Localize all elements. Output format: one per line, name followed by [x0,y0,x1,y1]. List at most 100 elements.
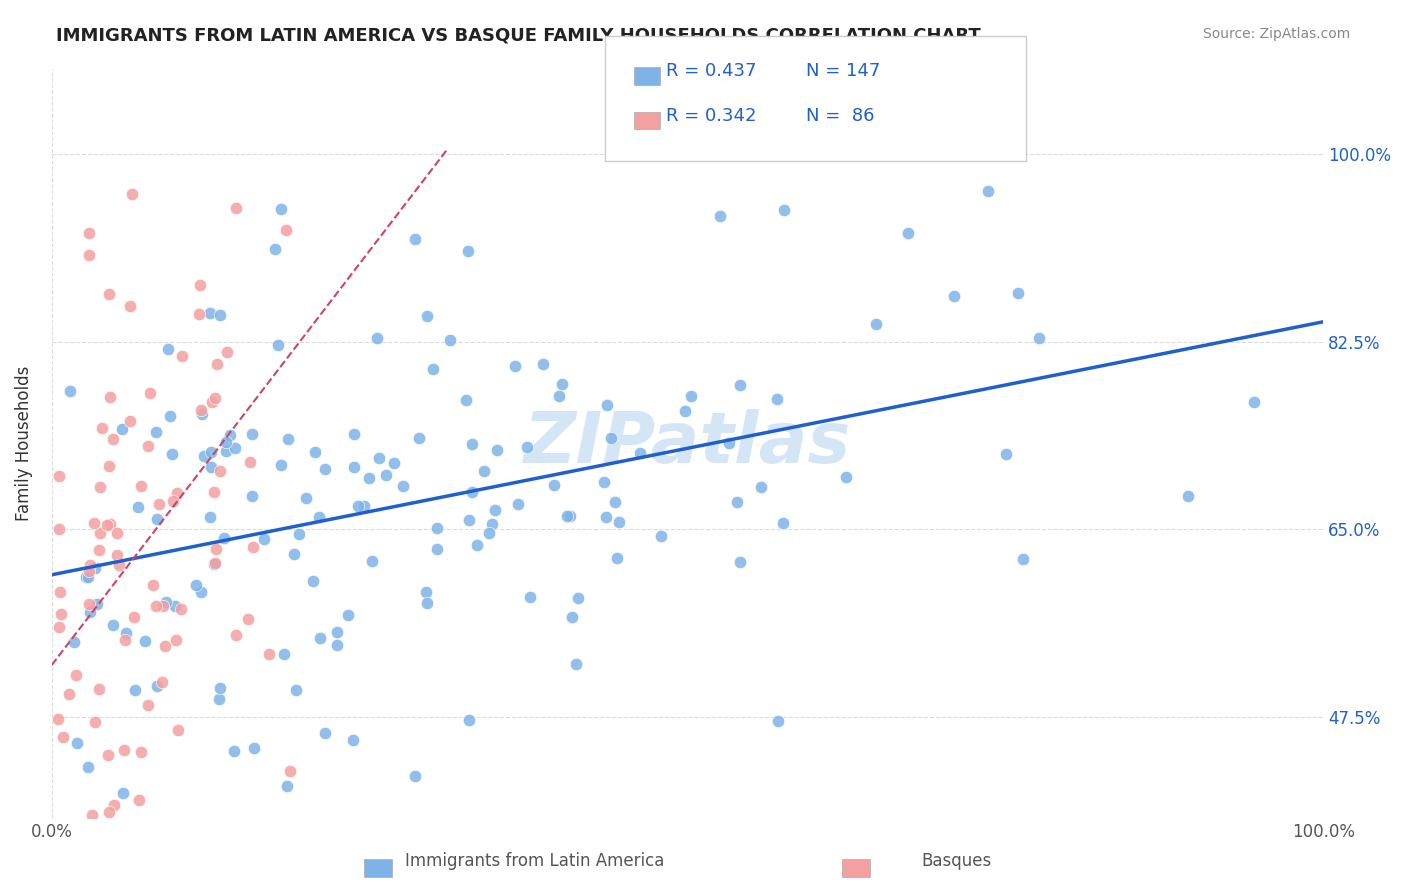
Point [478,526,501,541]
Point [408,431,430,445]
Point [404,232,426,246]
Point [145,599,167,613]
Point [105,548,128,562]
Point [326,638,349,652]
Point [52,730,75,744]
Point [382,456,405,470]
Point [200,445,222,459]
Point [283,547,305,561]
Point [304,445,326,459]
Point [257,647,280,661]
Point [284,683,307,698]
Point [606,136,628,151]
Point [995,447,1018,461]
Point [288,527,311,541]
Point [153,639,176,653]
Point [516,440,538,454]
Point [97,748,120,763]
Point [766,714,789,728]
Point [77,597,100,611]
Point [76,570,98,584]
Point [375,468,398,483]
Point [749,480,772,494]
Point [253,532,276,546]
Point [567,591,589,606]
Point [353,499,375,513]
Point [170,601,193,615]
Point [422,361,444,376]
Point [124,682,146,697]
Point [91,421,114,435]
Point [308,509,330,524]
Point [80,807,103,822]
Point [730,378,752,392]
Point [212,531,235,545]
Point [457,513,479,527]
Point [897,226,920,240]
Point [218,428,240,442]
Point [314,462,336,476]
Point [673,403,696,417]
Point [650,529,672,543]
Point [51,607,73,621]
Point [146,512,169,526]
Point [460,436,482,450]
Point [66,736,89,750]
Point [347,499,370,513]
Point [166,485,188,500]
Point [79,248,101,262]
Point [84,715,107,730]
Point [357,471,380,485]
Point [129,745,152,759]
Point [209,463,232,477]
Point [188,307,211,321]
Point [342,427,364,442]
Point [481,517,503,532]
Point [136,439,159,453]
Point [454,392,477,407]
Point [170,349,193,363]
Point [188,278,211,293]
Point [202,485,225,500]
Point [159,409,181,423]
Point [208,681,231,695]
Point [461,485,484,500]
Point [145,425,167,439]
Point [242,490,264,504]
Point [457,244,479,259]
Point [225,201,247,215]
Point [561,610,583,624]
Point [326,624,349,639]
Point [79,226,101,240]
Point [152,599,174,613]
Point [709,209,731,223]
Point [121,186,143,201]
Point [202,557,225,571]
Point [267,338,290,352]
Point [114,626,136,640]
Point [128,792,150,806]
Point [165,633,187,648]
Point [148,497,170,511]
Point [278,764,301,778]
Point [506,497,529,511]
Point [560,508,582,523]
Point [162,494,184,508]
Point [111,422,134,436]
Point [486,442,509,457]
Point [681,389,703,403]
Point [596,398,619,412]
Point [294,491,316,505]
Point [160,447,183,461]
Text: Source: ZipAtlas.com: Source: ZipAtlas.com [1202,27,1350,41]
Point [48,585,70,599]
Point [418,51,440,65]
Point [58,687,80,701]
Point [465,538,488,552]
Point [543,478,565,492]
Point [97,286,120,301]
Point [1177,490,1199,504]
Point [191,407,214,421]
Point [865,318,887,332]
Point [242,427,264,442]
